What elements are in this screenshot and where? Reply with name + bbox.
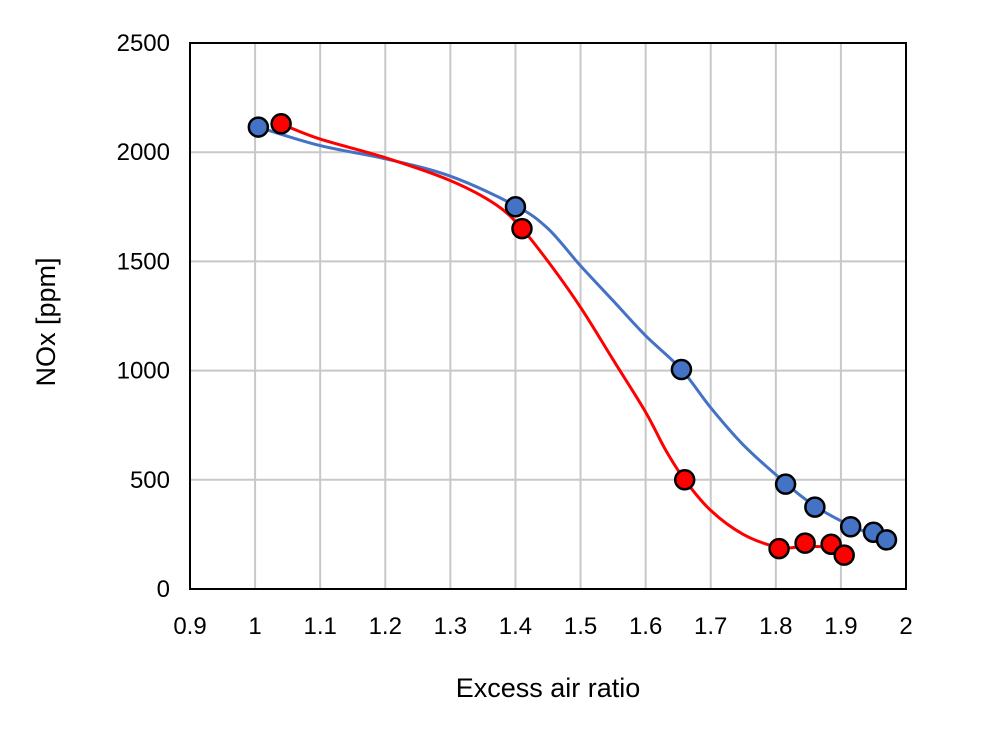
- series-1-point: [875, 529, 898, 551]
- x-tick-label: 1.7: [694, 613, 727, 640]
- series-2-point: [511, 217, 533, 240]
- x-tick-label: 1.9: [824, 613, 857, 640]
- x-tick-label: 1.4: [499, 613, 532, 640]
- series-1-point: [670, 358, 693, 381]
- x-tick-label: 2: [899, 613, 912, 640]
- y-axis-ticks: 0 500 1000 1500 2000 2500: [117, 30, 170, 603]
- y-tick-label: 2000: [117, 139, 170, 166]
- series-1-point: [247, 116, 270, 138]
- x-tick-label: 1.5: [564, 613, 597, 640]
- x-tick-label: 1: [248, 613, 261, 640]
- series-group: [247, 113, 898, 566]
- x-tick-label: 1.3: [434, 613, 467, 640]
- series-2-point: [270, 113, 292, 135]
- x-axis-title: Excess air ratio: [456, 673, 641, 703]
- x-tick-label: 1.2: [369, 613, 402, 640]
- series-1-point: [804, 496, 826, 518]
- plot-frame: [189, 42, 907, 590]
- y-tick-label: 0: [157, 576, 170, 603]
- x-tick-label: 1.1: [303, 613, 336, 640]
- y-tick-label: 1500: [117, 248, 170, 275]
- y-tick-label: 500: [130, 467, 170, 494]
- series-2-point: [794, 532, 816, 554]
- x-tick-label: 1.8: [759, 613, 792, 640]
- series-2-point: [768, 537, 790, 560]
- series-2-point: [833, 544, 855, 566]
- series-1-point: [774, 473, 797, 495]
- x-tick-label: 1.6: [629, 613, 662, 640]
- series-1-markers: [247, 116, 898, 551]
- series-2-point: [673, 469, 696, 491]
- y-tick-label: 2500: [117, 30, 170, 57]
- series-1-point: [839, 516, 862, 538]
- series-1-point: [504, 196, 527, 218]
- y-tick-label: 1000: [117, 358, 170, 385]
- x-tick-label: 0.9: [173, 613, 206, 640]
- x-axis-ticks: 0.9 1 1.1 1.2 1.3 1.4 1.5 1.6 1.7 1.8 1.9 2: [173, 613, 912, 640]
- series-2-markers: [270, 113, 855, 566]
- y-axis-title: NOx [ppm]: [31, 257, 61, 386]
